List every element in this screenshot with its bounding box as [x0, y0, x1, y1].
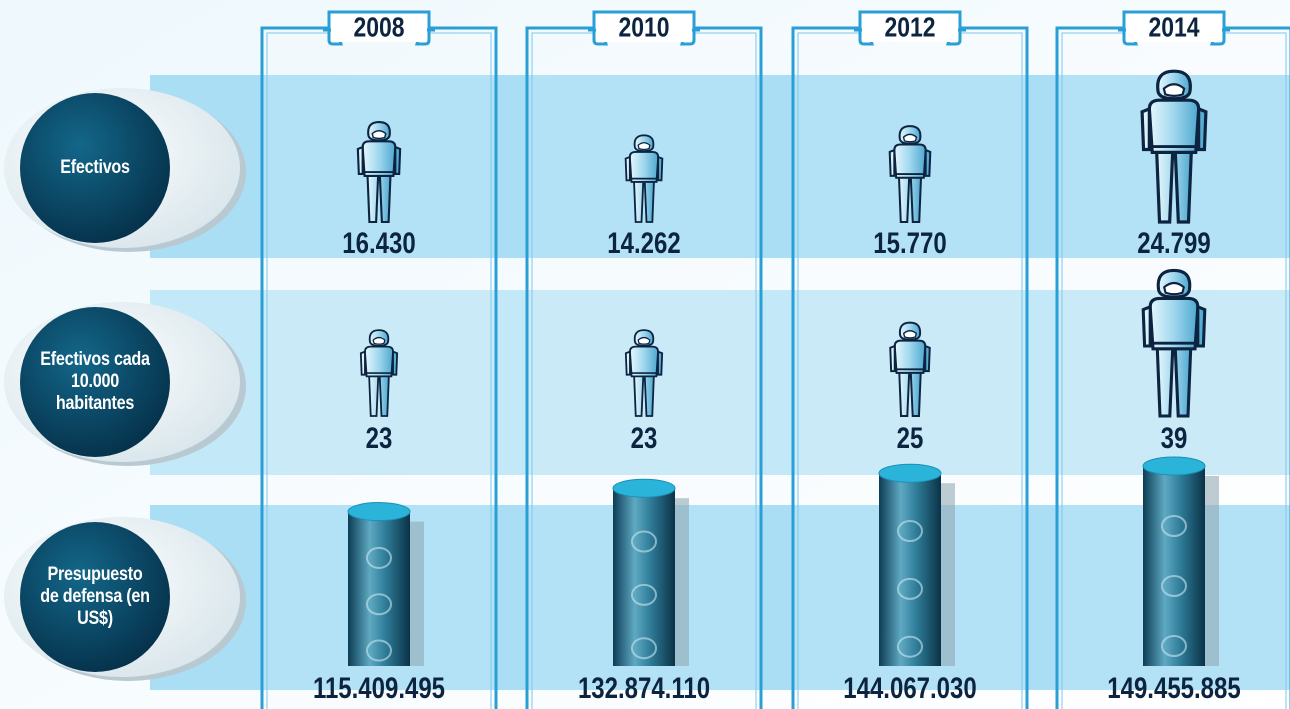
value-label: 144.067.030	[843, 670, 976, 704]
row-title: Efectivos	[60, 157, 130, 178]
person-face	[637, 142, 651, 151]
person-body	[629, 345, 659, 378]
year-tab-fill	[331, 14, 427, 42]
person-leg	[1155, 344, 1193, 418]
person-arm	[624, 350, 664, 376]
money-cylinder	[1142, 456, 1219, 666]
cylinder-body	[1143, 466, 1205, 666]
person-body	[628, 151, 660, 183]
cylinder-body	[879, 473, 941, 666]
year-label: 2014	[1148, 12, 1200, 43]
bill-seal	[631, 637, 657, 660]
cylinder-top	[612, 478, 676, 498]
money-cylinder	[878, 463, 955, 666]
row-band	[150, 75, 1290, 258]
label-circle	[20, 307, 170, 457]
person-body	[364, 345, 394, 378]
money-cylinder	[347, 502, 424, 666]
bill-seal	[366, 546, 392, 569]
person-icon	[624, 134, 664, 223]
person-icon	[1140, 69, 1208, 224]
value-label: 24.799	[1137, 225, 1210, 259]
row-labels	[4, 88, 246, 681]
person-face	[371, 130, 387, 140]
value-label: 23	[366, 420, 393, 454]
cylinder-top	[347, 502, 411, 522]
person-arm	[1141, 304, 1207, 348]
row-title: Presupuesto de defensa (en US$)	[40, 564, 150, 629]
person-leg	[898, 370, 922, 417]
bill-seal	[1161, 515, 1187, 537]
row-title: Efectivos cada 10.000 habitantes	[40, 349, 150, 414]
cylinder-top	[1142, 456, 1206, 476]
label-circle	[20, 93, 170, 243]
value-label: 14.262	[607, 225, 680, 259]
year-label: 2012	[884, 12, 935, 43]
person-face	[637, 336, 651, 345]
year-label: 2010	[618, 12, 669, 43]
bill-seal	[1161, 635, 1187, 657]
money-cylinder	[612, 478, 689, 666]
person-arm	[356, 145, 402, 176]
person-icon	[1141, 268, 1207, 418]
person-face	[1163, 281, 1185, 296]
year-label: 2008	[353, 12, 404, 43]
person-body	[361, 140, 397, 177]
person-icon	[356, 121, 402, 224]
label-circle	[20, 522, 170, 672]
value-label: 23	[631, 420, 658, 454]
cylinder-top	[878, 463, 942, 483]
person-leg	[633, 373, 655, 417]
person-leg	[1154, 147, 1194, 224]
person-face	[372, 336, 386, 345]
person-body	[1147, 98, 1201, 154]
person-leg	[633, 179, 655, 223]
cylinder-body	[348, 511, 410, 666]
person-body	[1148, 296, 1200, 351]
person-arm	[1140, 106, 1208, 152]
person-face	[1162, 83, 1186, 97]
row-band	[150, 505, 1290, 690]
value-label: 115.409.495	[313, 670, 445, 704]
value-label: 25	[897, 420, 924, 454]
person-icon	[888, 125, 932, 224]
bill-seal	[897, 635, 923, 658]
person-leg	[897, 174, 923, 224]
person-body	[893, 143, 927, 179]
person-leg	[366, 172, 392, 224]
year-tab-fill	[596, 14, 692, 42]
row-band	[150, 290, 1290, 475]
person-icon	[889, 321, 931, 417]
bill-seal	[1161, 575, 1187, 597]
person-leg	[368, 373, 390, 417]
person-arm	[359, 350, 399, 376]
year-tab-fill	[1126, 14, 1222, 42]
value-label: 39	[1161, 420, 1188, 454]
bill-seal	[631, 530, 657, 553]
person-arm	[888, 148, 932, 177]
cylinder-body	[613, 488, 675, 666]
bill-seal	[897, 520, 923, 543]
year-tab-fill	[862, 14, 958, 42]
value-label: 132.874.110	[578, 670, 710, 704]
bill-seal	[366, 593, 392, 616]
person-icon	[624, 329, 664, 417]
value-label: 149.455.885	[1107, 670, 1240, 704]
person-face	[902, 330, 918, 339]
person-body	[893, 339, 927, 374]
person-icon	[359, 329, 399, 417]
bill-seal	[631, 583, 657, 606]
person-face	[902, 133, 918, 143]
value-label: 15.770	[873, 225, 946, 259]
person-arm	[889, 344, 931, 373]
value-label: 16.430	[342, 225, 415, 259]
person-arm	[624, 155, 664, 182]
bill-seal	[366, 639, 392, 662]
bill-seal	[897, 577, 923, 600]
